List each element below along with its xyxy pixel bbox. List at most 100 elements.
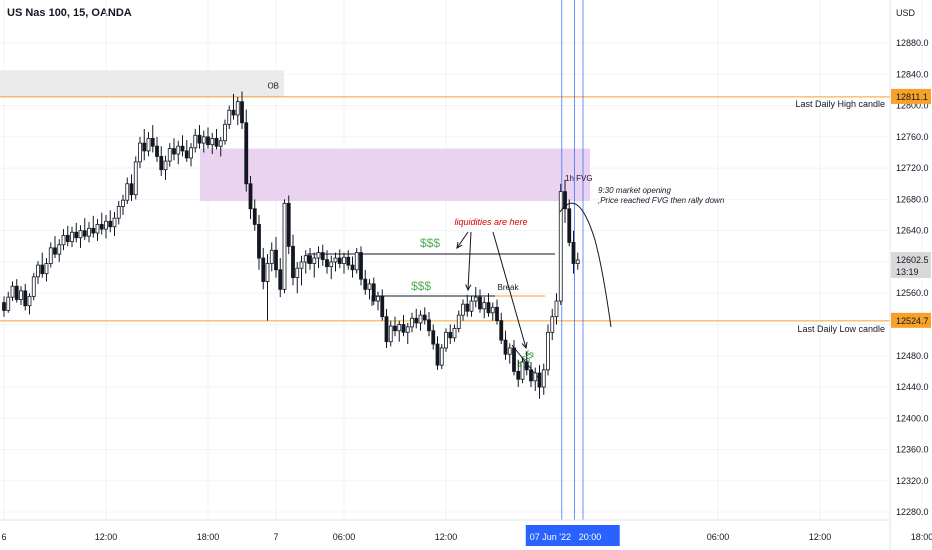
candle-body [346,256,351,266]
candle [227,105,232,130]
price-tick-label: 12320.0 [896,476,929,486]
candle [14,279,19,303]
candle [129,174,134,201]
candle-body [82,230,87,237]
candle-body [53,247,57,255]
candle-body [44,263,49,275]
candle-body [376,295,380,302]
candle [461,299,465,321]
candle-body [61,234,66,246]
candle [214,129,219,150]
arrow-head [465,284,472,292]
candle-body [571,242,576,264]
note-arrow [456,231,469,249]
candle-body [180,145,185,152]
candle-body [482,302,487,310]
candle-body [10,285,15,298]
candle [99,212,104,235]
candle-body [214,138,219,147]
candle [112,211,117,237]
candle-body [456,314,461,329]
candle [163,155,168,180]
candle-body [388,325,393,343]
candle [269,242,274,272]
candle [218,136,223,157]
daily-low-label: Last Daily Low candle [797,324,885,334]
candle-body [193,134,198,149]
candle-body [201,136,206,144]
candle-body [422,314,427,321]
candle [571,230,576,274]
candle-body [133,161,138,196]
candle-body [291,245,295,278]
candle [23,283,28,311]
ob-label: OB [267,81,279,90]
candle-body [316,252,321,259]
price-label-box [891,252,931,278]
price-tick-label: 12360.0 [896,445,929,455]
candle-body [337,257,342,264]
candle-body [558,191,563,302]
candle [303,250,308,274]
candle-body [57,244,62,255]
candle [108,210,113,233]
candle-body [350,264,355,271]
candle [176,140,181,165]
candle [452,324,457,342]
candle-body [65,234,70,243]
candle [274,236,278,278]
candle-body [286,202,291,247]
candle [575,252,580,270]
candle-body [125,183,130,201]
candle-body [499,320,504,341]
candle [172,138,176,161]
candle-body [163,160,168,171]
candle [499,312,504,345]
candle-body [367,283,372,290]
candle [257,215,261,270]
candle [418,310,423,331]
candle [65,225,70,247]
candle [82,218,87,241]
candle-body [6,296,11,311]
candle [197,125,202,149]
candle [469,296,474,317]
candle [53,236,57,259]
candle-body [2,302,6,311]
candle [486,293,491,317]
candle [6,291,11,313]
candle-body [405,326,410,333]
candle [240,91,244,130]
candle [27,293,32,315]
candle [265,254,270,321]
candle-body [91,227,96,234]
candle [320,244,325,266]
candle [329,255,334,280]
candle-body [257,224,261,259]
candle-body [329,261,334,268]
price-tick-label: 12720.0 [896,163,929,173]
candle-body [537,372,542,388]
price-tick-label: 12680.0 [896,194,929,204]
candle-body [431,330,436,345]
candle-body [507,347,512,355]
liquidity-dollar-label: $$$ [420,236,440,250]
candle-body [31,276,36,297]
price-tick-label: 12400.0 [896,413,929,423]
candle-body [231,109,236,116]
candle-body [354,252,359,271]
candle-body [418,314,423,324]
candle-body [469,300,474,312]
candle-body [490,306,495,314]
candle [159,146,164,176]
candle-body [19,290,23,300]
candle [121,194,125,216]
candle [36,261,40,284]
candle-body [235,101,240,116]
candle-body [520,361,525,380]
candle-body [218,140,223,147]
candle [31,272,36,301]
candle [546,324,550,376]
candle-body [48,247,53,264]
